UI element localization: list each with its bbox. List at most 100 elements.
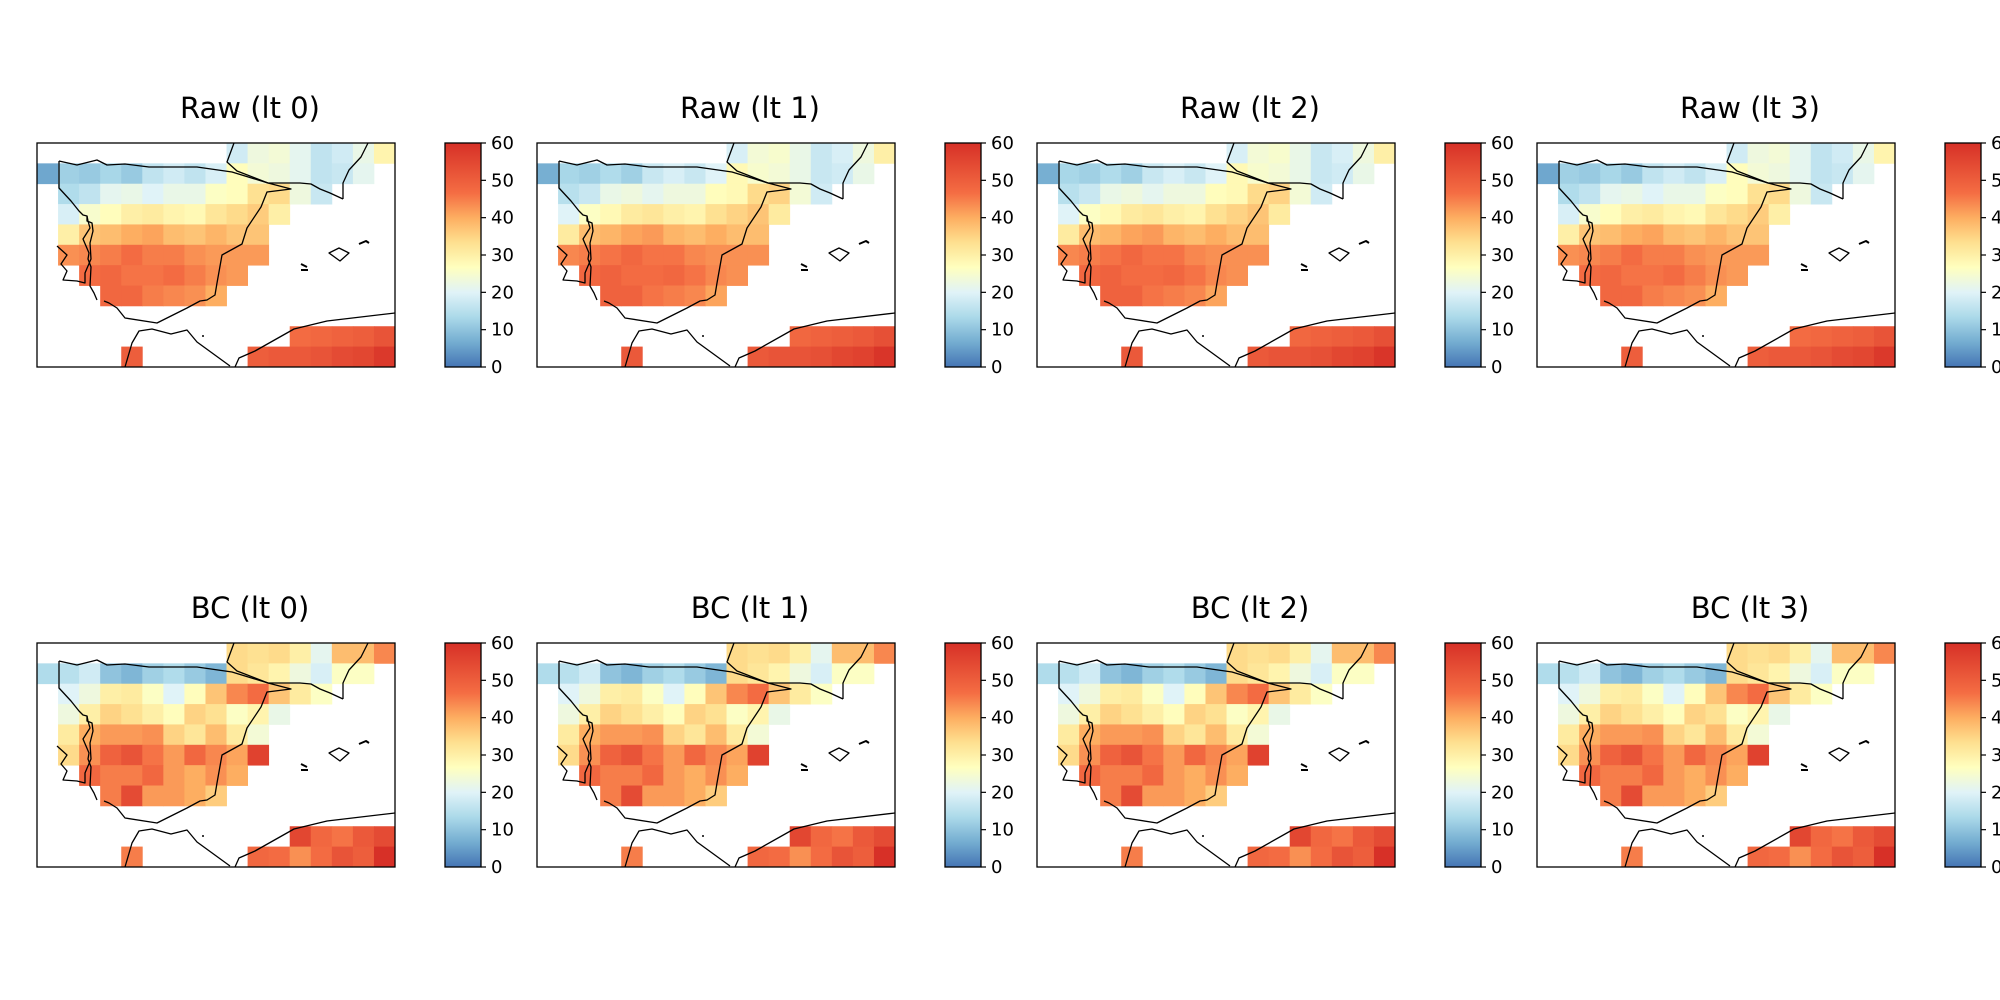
heatmap-cell — [184, 765, 206, 786]
heatmap-cell — [247, 163, 270, 185]
heatmap-cell — [831, 826, 854, 847]
heatmap-cell — [1621, 724, 1643, 746]
colorbar-tick-label: 40 — [1491, 708, 1514, 729]
colorbar-tick-label: 10 — [1491, 320, 1514, 341]
border-pyrenees — [1726, 142, 1844, 200]
heatmap-cell — [1663, 244, 1685, 266]
heatmap-cell — [163, 285, 185, 307]
heatmap-cell — [1600, 683, 1622, 705]
heatmap-cell — [205, 744, 227, 766]
heatmap-cell — [100, 244, 122, 266]
heatmap-cell — [58, 724, 80, 746]
heatmap-cell — [1579, 163, 1601, 185]
heatmap-cell — [100, 224, 122, 246]
heatmap-cell — [1537, 163, 1559, 185]
heatmap-cell — [1226, 204, 1248, 225]
heatmap-cell — [1079, 204, 1101, 225]
heatmap-cell — [1373, 143, 1396, 164]
heatmap-cell — [142, 285, 164, 307]
heatmap-cell — [1100, 785, 1122, 807]
heatmap-cell — [1100, 704, 1122, 725]
heatmap-cell — [810, 826, 833, 847]
heatmap-cell — [1352, 643, 1375, 664]
heatmap-cell — [1121, 785, 1143, 807]
heatmap-cell — [831, 143, 854, 164]
heatmap-cell — [289, 346, 312, 368]
coastline-iberia — [1058, 659, 1292, 824]
heatmap-cell — [37, 163, 59, 185]
coast-north — [556, 161, 594, 284]
island-mallorca — [1828, 747, 1850, 762]
heatmap-cell — [558, 224, 580, 246]
heatmap-cell — [1663, 765, 1685, 786]
heatmap-cell — [1163, 765, 1185, 786]
heatmap-cell — [1621, 183, 1643, 205]
heatmap-cell — [142, 163, 164, 185]
heatmap-cell — [331, 143, 354, 164]
heatmap-cell — [1663, 285, 1685, 307]
heatmap-cell — [621, 163, 643, 185]
heatmap-cell — [663, 244, 685, 266]
heatmap-cell — [1684, 765, 1706, 786]
heatmap-cell — [1142, 704, 1164, 725]
heatmap-cell — [142, 744, 164, 766]
heatmap-cell — [289, 326, 312, 347]
heatmap-cell — [789, 163, 812, 185]
heatmap-cell — [1142, 183, 1164, 205]
heatmap-cell — [1852, 143, 1875, 164]
heatmap-cell — [268, 163, 291, 185]
heatmap-cell — [100, 163, 122, 185]
heatmap-cell — [352, 346, 375, 368]
heatmap-cell — [310, 826, 333, 847]
heatmap-cell — [331, 846, 354, 868]
heatmap-cell — [1768, 643, 1791, 664]
heatmap-cell — [810, 663, 833, 685]
heatmap-cell — [184, 244, 206, 266]
colorbar-tick-label: 20 — [1491, 782, 1514, 803]
heatmap-cell — [1268, 663, 1291, 685]
coast-africa-west — [124, 328, 231, 368]
heatmap-cell — [247, 643, 270, 664]
heatmap-cell — [1100, 224, 1122, 246]
heatmap-cell — [1352, 663, 1375, 685]
heatmap-cell — [373, 826, 396, 847]
heatmap-cell — [600, 204, 622, 225]
heatmap-cell — [184, 744, 206, 766]
heatmap-cell — [873, 826, 896, 847]
heatmap-cell — [1579, 724, 1601, 746]
heatmap-cell — [810, 683, 833, 705]
heatmap-cell — [1873, 643, 1896, 664]
heatmap-cell — [1642, 244, 1664, 266]
panel-2: Raw (lt 1) 0 10 20 30 40 50 60 — [536, 91, 1014, 378]
heatmap-cell — [1184, 724, 1206, 746]
heatmap-cell — [310, 326, 333, 347]
heatmap-cell — [1852, 826, 1875, 847]
heatmap-cell — [1247, 744, 1270, 766]
coastline-iberia — [58, 659, 292, 824]
heatmap-cell — [121, 265, 143, 286]
coast-france-east — [342, 642, 369, 699]
heatmap-cell — [600, 704, 622, 725]
heatmap-cell — [1142, 163, 1164, 185]
heatmap-cell — [1058, 224, 1080, 246]
heatmap-cell — [247, 143, 270, 164]
heatmap-cell — [1747, 224, 1770, 246]
panel-3: Raw (lt 2) 0 10 20 30 40 50 60 — [1036, 91, 1514, 378]
heatmap-cell — [600, 224, 622, 246]
heatmap-cell — [1789, 846, 1812, 868]
heatmap-cell — [1831, 826, 1854, 847]
heatmap-cell — [1100, 663, 1122, 685]
heatmap-cell — [1789, 326, 1812, 347]
colorbar: 0 10 20 30 40 50 60 — [1444, 633, 1514, 878]
heatmap-cell — [1331, 846, 1354, 868]
heatmap-cell — [1268, 143, 1291, 164]
heatmap-cell — [1789, 826, 1812, 847]
heatmap-cell — [142, 765, 164, 786]
coast-africa-west — [624, 328, 731, 368]
heatmap-cell — [1079, 183, 1101, 205]
ceuta-dot — [202, 335, 204, 337]
heatmap-cell — [642, 704, 664, 725]
heatmap-cell — [1310, 143, 1333, 164]
heatmap-cell — [621, 683, 643, 705]
heatmap-cell — [684, 765, 706, 786]
